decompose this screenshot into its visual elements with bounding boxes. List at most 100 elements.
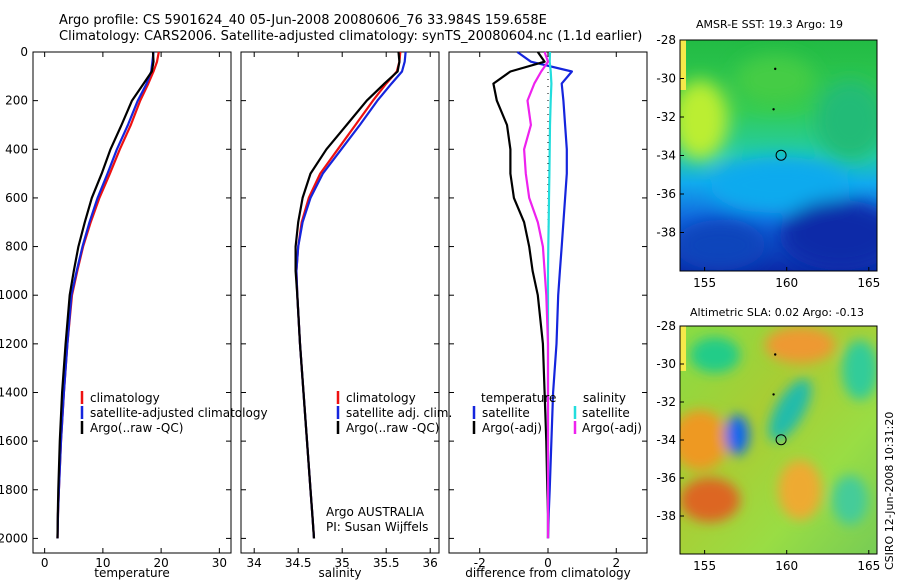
difference-xtick-label: -2: [474, 556, 486, 570]
depth-tick-label: 0: [20, 45, 28, 59]
sla_map-xtick-label: 155: [693, 559, 716, 573]
sla_map-ytick-label: -28: [656, 319, 676, 333]
sla-high-south: [680, 478, 740, 522]
sla_map-argo-marker: [775, 434, 787, 446]
sla-low-east: [842, 340, 877, 400]
sla-land-edge: [680, 326, 686, 371]
temperature-xlabel: temperature: [94, 566, 169, 580]
sla_map-track-point: [772, 393, 775, 396]
depth-tick-label: 1200: [0, 337, 28, 351]
legend-label-satellite: satellite adj. clim.: [346, 406, 452, 420]
sst-cold-deep: [780, 200, 877, 270]
sst_map-ytick-label: -36: [656, 187, 676, 201]
depth-tick-label: 600: [5, 191, 28, 205]
salinity-xtick-label: 35.5: [373, 556, 400, 570]
sst_map-ytick-label: -28: [656, 33, 676, 47]
sla-low-southeast: [832, 475, 868, 525]
sst_map-xtick-label: 165: [857, 276, 880, 290]
sst-map: [680, 40, 877, 271]
difference-xtick-label: 0: [544, 556, 552, 570]
dynamic-chart-layer: 0 10 20 30temperature0200400600800100012001…: [0, 33, 880, 580]
sla-high-southwest: [680, 410, 728, 470]
depth-tick-label: 1600: [0, 434, 28, 448]
difference-series-temperature-argo-adj-: [492, 51, 550, 539]
sla-low-center: [725, 415, 749, 455]
difference-legend: temperature satellite Argo(-adj) salinit…: [472, 391, 642, 435]
sst_map-ytick-label: -32: [656, 110, 676, 124]
sla-map: [680, 326, 877, 554]
legend-label-temp-satellite: satellite: [482, 406, 530, 420]
temperature-xtick-label: 20: [153, 556, 168, 570]
annotation-pi: PI: Susan Wijffels: [326, 520, 428, 534]
sst_map-ytick-label: -38: [656, 226, 676, 240]
legend-label-argo: Argo(..raw -QC): [90, 421, 183, 435]
temperature-series-argo-raw-qc-: [56, 51, 155, 539]
title-line-2: Climatology: CARS2006. Satellite-adjuste…: [59, 29, 643, 44]
legend-label-climatology: climatology: [90, 391, 160, 405]
temperature-xtick-label: 10: [95, 556, 110, 570]
depth-tick-label: 1400: [0, 385, 28, 399]
legend-label-temp-argo: Argo(-adj): [482, 421, 542, 435]
depth-tick-label: 200: [5, 94, 28, 108]
sla-low-ridge: [768, 378, 812, 442]
difference-xtick-label: 2: [612, 556, 620, 570]
salinity-legend: climatology satellite adj. clim. Argo(..…: [326, 391, 452, 534]
sst-cool-tongue: [710, 157, 850, 213]
sla_map-xtick-label: 165: [857, 559, 880, 573]
legend-heading-temperature: temperature: [481, 391, 556, 405]
panel-salinity-frame: [240, 51, 440, 554]
salinity-xtick-label: 36: [423, 556, 438, 570]
salinity-xlabel: salinity: [318, 566, 361, 580]
salinity-xtick-label: 35: [335, 556, 350, 570]
legend-label-climatology: climatology: [346, 391, 416, 405]
sst-warm-patch: [680, 80, 728, 160]
sst_map-xtick-label: 160: [775, 276, 798, 290]
sst-green-east: [815, 80, 877, 160]
legend-label-argo: Argo(..raw -QC): [346, 421, 439, 435]
temperature-xtick-label: 0: [41, 556, 49, 570]
difference-series-temperature-satellite: [516, 51, 574, 539]
depth-tick-label: 400: [5, 142, 28, 156]
temperature-legend: climatology satellite-adjusted climatolo…: [80, 391, 268, 435]
depth-tick-label: 1000: [0, 288, 28, 302]
sla_map-track-point: [774, 353, 777, 356]
sst-map-title: AMSR-E SST: 19.3 Argo: 19: [696, 18, 843, 31]
sst-warm-patch-2: [735, 55, 815, 105]
salinity-xtick-label: 34: [247, 556, 262, 570]
salinity-xtick-label: 34.5: [285, 556, 312, 570]
sst-cold-west: [680, 220, 765, 270]
legend-label-satellite: satellite-adjusted climatology: [90, 406, 268, 420]
temperature-series-satellite-adjusted-climatology: [56, 51, 155, 539]
depth-tick-label: 800: [5, 240, 28, 254]
depth-tick-label: 2000: [0, 531, 28, 545]
sst_map-track-point: [772, 108, 775, 111]
sla-map-title: Altimetric SLA: 0.02 Argo: -0.13: [690, 306, 864, 319]
panel-temperature-frame: [32, 51, 232, 554]
sla_map-ytick-label: -30: [656, 357, 676, 371]
depth-tick-label: 1800: [0, 483, 28, 497]
salinity-series-argo-raw-qc-: [294, 51, 401, 539]
annotation-argo-australia: Argo AUSTRALIA: [326, 505, 425, 519]
legend-label-sal-satellite: satellite: [582, 406, 630, 420]
sst_map-xtick-label: 155: [693, 276, 716, 290]
sst_map-ytick-label: -34: [656, 149, 676, 163]
title-line-1: Argo profile: CS 5901624_40 05-Jun-2008 …: [59, 13, 547, 28]
legend-heading-salinity: salinity: [583, 391, 626, 405]
sla_map-ytick-label: -32: [656, 395, 676, 409]
sla_map-ytick-label: -38: [656, 509, 676, 523]
difference-series-salinity-argo-adj-: [522, 51, 550, 539]
sst_map-track-point: [774, 67, 777, 71]
sst_map-argo-marker: [775, 149, 787, 161]
sla-low-west: [690, 337, 740, 373]
sla_map-ytick-label: -36: [656, 471, 676, 485]
temperature-xtick-label: 30: [212, 556, 227, 570]
sst_map-ytick-label: -30: [656, 72, 676, 86]
sla_map-ytick-label: -34: [656, 433, 676, 447]
difference-xlabel: difference from climatology: [465, 566, 631, 580]
sla-high-east: [778, 460, 822, 520]
csiro-timestamp: CSIRO 12-Jun-2008 10:31:20: [883, 412, 896, 570]
sst-land-edge: [680, 40, 686, 90]
